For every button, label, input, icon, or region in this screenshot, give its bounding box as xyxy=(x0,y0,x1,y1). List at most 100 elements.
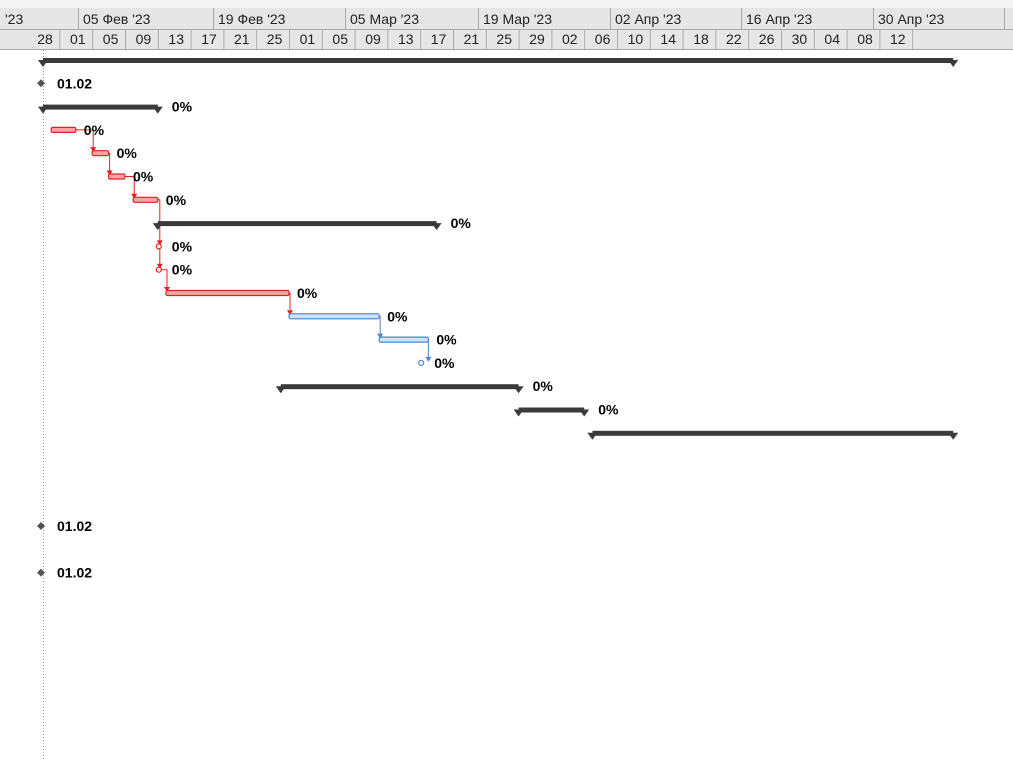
dependency-arrow-icon xyxy=(156,263,163,269)
gantt-chart-area[interactable]: 01.02 0% 0% 0% 0% 0% 0% 0% 0% 0% 0% 0% 0% 0% 0% 01.02 01… xyxy=(0,50,1013,761)
dependency-arrow-icon xyxy=(90,147,97,153)
zero-duration-task-marker[interactable] xyxy=(418,359,425,366)
gantt-row-summary-phase-2[interactable]: 0% xyxy=(152,215,472,231)
minor-tier-label: 17 xyxy=(201,31,217,47)
dependency-arrow-icon xyxy=(377,333,384,339)
summary-start-cap xyxy=(587,432,598,440)
minor-tier-label: 21 xyxy=(234,31,250,47)
summary-end-cap xyxy=(948,432,959,440)
timescale-minor-tier: 28 01 05 09 13 17 21 25 01 05 09 13 17 21 25 29 02 06 10 14… xyxy=(37,30,914,49)
zero-duration-task-marker[interactable] xyxy=(155,266,162,273)
critical-task-bar[interactable] xyxy=(132,196,159,203)
minor-tier-label: 13 xyxy=(168,31,184,47)
summary-bar[interactable] xyxy=(43,104,158,110)
major-tier-label: 05 Фев '23 xyxy=(83,11,151,27)
minor-tier-label: 08 xyxy=(857,31,873,47)
summary-bar[interactable] xyxy=(518,407,585,413)
minor-tier-label: 06 xyxy=(595,31,611,47)
summary-start-cap xyxy=(152,223,163,231)
minor-tier-label: 21 xyxy=(464,31,480,47)
minor-tier-label: 13 xyxy=(398,31,414,47)
gantt-row-summary-phase-5[interactable] xyxy=(587,430,959,440)
major-tier-label: 16 Апр '23 xyxy=(746,11,813,27)
critical-task-bar[interactable] xyxy=(107,173,126,180)
summary-end-cap xyxy=(948,60,959,67)
zero-duration-task-marker[interactable] xyxy=(155,243,162,250)
percent-complete-label: 0% xyxy=(172,238,193,254)
major-tier-label: '23 xyxy=(5,11,23,27)
gantt-row-task-5[interactable]: 0% xyxy=(155,238,193,254)
summary-start-cap xyxy=(275,386,286,394)
milestone-diamond-icon[interactable] xyxy=(37,522,45,530)
minor-tier-label: 28 xyxy=(37,31,53,47)
percent-complete-label: 0% xyxy=(598,402,619,418)
gantt-row-task-10[interactable]: 0% xyxy=(418,355,455,371)
gantt-timescale-header: '23 05 Фев '23 19 Фев '23 05 Мар '23 19 Мар … xyxy=(0,0,1013,50)
gantt-row-task-8[interactable]: 0% xyxy=(288,308,408,324)
gantt-row-task-7[interactable]: 0% xyxy=(165,285,318,301)
normal-task-bar[interactable] xyxy=(288,313,380,320)
gantt-row-milestone-3[interactable]: 01.02 xyxy=(37,565,92,581)
summary-end-cap xyxy=(431,223,442,231)
minor-tier-label: 30 xyxy=(792,31,808,47)
minor-tier-label: 05 xyxy=(103,31,119,47)
dependency-arrow-icon xyxy=(156,240,163,246)
gantt-row-summary-phase-1[interactable]: 0% xyxy=(38,99,193,115)
percent-complete-label: 0% xyxy=(434,355,455,371)
milestone-diamond-icon[interactable] xyxy=(37,568,45,577)
gantt-row-task-4[interactable]: 0% xyxy=(132,192,187,208)
gantt-row-task-1[interactable]: 0% xyxy=(50,122,105,138)
normal-task-bar[interactable] xyxy=(378,336,430,343)
summary-start-cap xyxy=(38,60,48,67)
gantt-row-task-3[interactable]: 0% xyxy=(107,169,154,185)
gantt-row-milestone-1[interactable]: 01.02 xyxy=(37,75,92,91)
gantt-row-summary-phase-3[interactable]: 0% xyxy=(275,378,554,394)
dependency-arrow-icon xyxy=(164,287,170,292)
dependency-link-line xyxy=(158,269,168,289)
percent-complete-label: 0% xyxy=(387,308,408,324)
minor-tier-label: 29 xyxy=(529,31,545,47)
summary-start-cap xyxy=(38,106,48,114)
milestone-date-label: 01.02 xyxy=(57,75,92,91)
dependency-arrow-icon xyxy=(106,170,113,176)
critical-task-bar[interactable] xyxy=(50,126,77,134)
percent-complete-label: 0% xyxy=(172,262,193,278)
dependency-link-line xyxy=(75,129,94,150)
summary-start-cap xyxy=(513,409,524,417)
minor-tier-label: 01 xyxy=(300,31,316,47)
gantt-row-task-6[interactable]: 0% xyxy=(155,262,193,278)
minor-tier-label: 18 xyxy=(693,31,709,47)
major-tier-label: 02 Апр '23 xyxy=(615,11,682,27)
minor-tier-label: 25 xyxy=(496,31,512,47)
summary-bar[interactable] xyxy=(592,430,954,436)
percent-complete-label: 0% xyxy=(133,169,154,185)
gantt-row-summary-phase-4[interactable]: 0% xyxy=(513,402,619,418)
minor-tier-label: 22 xyxy=(726,31,742,47)
gantt-row-task-9[interactable]: 0% xyxy=(378,332,457,348)
gantt-bars: 01.02 0% 0% 0% 0% 0% 0% 0% 0% 0% 0% 0% 0% 0% 0% 01.02 01… xyxy=(37,58,959,581)
gantt-row-task-2[interactable]: 0% xyxy=(91,145,137,161)
critical-task-bar[interactable] xyxy=(165,289,290,297)
timescale-major-tier: '23 05 Фев '23 19 Фев '23 05 Мар '23 19 Мар … xyxy=(5,8,1005,29)
percent-complete-label: 0% xyxy=(297,285,318,301)
major-tier-label: 05 Мар '23 xyxy=(350,11,419,27)
summary-bar[interactable] xyxy=(43,58,954,63)
minor-tier-label: 02 xyxy=(562,31,578,47)
gantt-row-project-summary[interactable] xyxy=(38,58,959,67)
minor-tier-label: 04 xyxy=(824,31,840,47)
summary-bar[interactable] xyxy=(157,221,437,227)
milestone-date-label: 01.02 xyxy=(57,518,92,534)
dependency-link-line xyxy=(108,152,111,173)
gantt-row-milestone-2[interactable]: 01.02 xyxy=(37,518,92,534)
milestone-diamond-icon[interactable] xyxy=(37,79,45,88)
summary-end-cap xyxy=(579,409,590,417)
percent-complete-label: 0% xyxy=(172,99,193,115)
minor-tier-label: 10 xyxy=(628,31,644,47)
major-tier-label: 19 Мар '23 xyxy=(483,11,552,27)
minor-tier-label: 12 xyxy=(890,31,906,47)
critical-task-bar[interactable] xyxy=(91,150,110,157)
percent-complete-label: 0% xyxy=(436,332,457,348)
summary-bar[interactable] xyxy=(280,384,519,390)
timescale-top-strip xyxy=(0,0,1013,8)
dependency-arrow-icon xyxy=(287,310,293,316)
